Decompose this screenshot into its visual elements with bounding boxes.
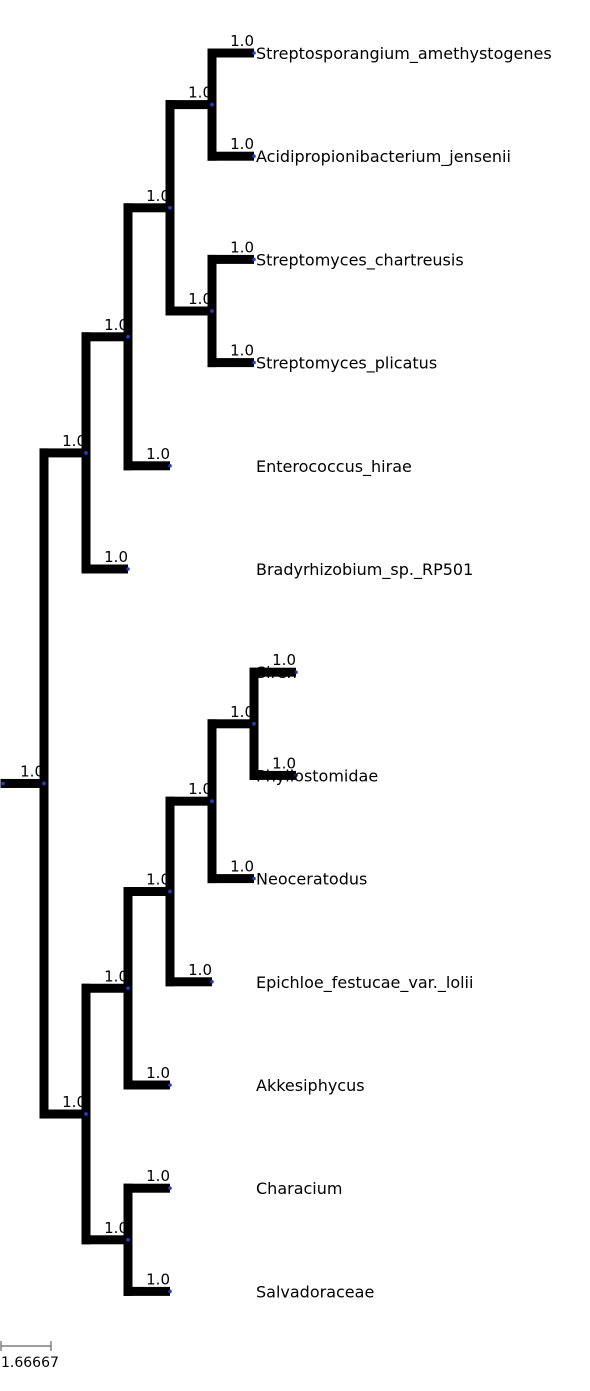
support-value: 1.0 (104, 316, 128, 334)
horizontal-branch (81, 1235, 128, 1245)
taxon-label: Phyllostomidae (256, 766, 378, 785)
node-marker (252, 51, 256, 55)
horizontal-branch (81, 564, 128, 574)
node-marker (126, 567, 130, 571)
horizontal-branch (165, 796, 212, 806)
taxon-label: Streptosporangium_amethystogenes (256, 44, 552, 64)
taxon-label: Enterococcus_hirae (256, 457, 412, 477)
support-value: 1.0 (188, 780, 212, 798)
horizontal-branch (165, 306, 212, 316)
taxon-label: Streptomyces_chartreusis (256, 250, 464, 270)
node-marker (252, 257, 256, 262)
horizontal-branch (249, 770, 296, 780)
horizontal-branch (207, 874, 254, 884)
node-marker (210, 102, 214, 107)
support-value: 1.0 (188, 961, 212, 979)
node-marker (210, 309, 214, 313)
support-value: 1.0 (188, 84, 212, 102)
horizontal-branch (81, 983, 128, 993)
taxon-label: Siren (256, 663, 297, 682)
node-marker (126, 986, 130, 991)
taxon-label: Epichloe_festucae_var._lolii (256, 973, 473, 993)
horizontal-branch (81, 332, 128, 342)
horizontal-branch (123, 887, 170, 896)
support-value: 1.0 (188, 290, 212, 308)
support-value: 1.0 (230, 32, 254, 50)
support-value: 1.0 (272, 754, 296, 772)
node-marker (168, 889, 172, 894)
taxon-label: Characium (256, 1179, 342, 1198)
horizontal-branch (123, 1286, 170, 1296)
support-value: 1.0 (230, 238, 254, 256)
node-marker (252, 722, 256, 726)
horizontal-branch (123, 203, 170, 213)
horizontal-branch (123, 461, 170, 471)
horizontal-branch (123, 1080, 170, 1090)
horizontal-branch (123, 1183, 170, 1193)
node-marker (1, 781, 5, 786)
taxon-label: Akkesiphycus (256, 1076, 365, 1095)
horizontal-branch (165, 100, 212, 110)
support-value: 1.0 (62, 432, 86, 450)
node-marker (168, 1289, 172, 1294)
horizontal-branch (207, 719, 254, 729)
taxon-label: Salvadoraceae (256, 1282, 374, 1301)
taxon-label: Streptomyces_plicatus (256, 354, 437, 374)
node-marker (252, 154, 256, 158)
node-marker (168, 1186, 172, 1190)
node-marker (42, 781, 46, 786)
support-value: 1.0 (230, 135, 254, 153)
node-marker (210, 799, 214, 803)
node-marker (168, 464, 172, 468)
node-marker (126, 335, 130, 339)
support-labels: 1.0 1.0 1.0 1.0 1.0 1.0 1.0 1.0 1.0 1.0 1.0 1.0 1.0 1… (20, 32, 296, 1288)
support-value: 1.0 (146, 187, 170, 205)
support-value: 1.0 (230, 703, 254, 721)
node-marker (252, 360, 256, 365)
scale-bar: 1.66667 (0, 1341, 59, 1371)
taxon-label: Bradyrhizobium_sp._RP501 (256, 560, 473, 580)
support-value: 1.0 (62, 1093, 86, 1111)
node-marker (126, 1238, 130, 1242)
support-value: 1.0 (272, 651, 296, 669)
node-marker (168, 206, 172, 210)
support-value: 1.0 (146, 445, 170, 463)
horizontal-branch (207, 358, 254, 368)
horizontal-branch (0, 778, 44, 788)
node-marker (84, 1112, 88, 1116)
tree-node-markers (1, 51, 298, 1294)
node-marker (168, 1083, 172, 1087)
horizontal-branch (207, 151, 254, 161)
support-value: 1.0 (146, 1167, 170, 1185)
node-marker (294, 670, 298, 674)
support-value: 1.0 (230, 858, 254, 876)
tree-branches (0, 48, 296, 1296)
taxon-label: Neoceratodus (256, 870, 367, 889)
support-value: 1.0 (104, 1219, 128, 1237)
taxon-labels: Streptosporangium_amethystogenes Acidipro… (256, 44, 552, 1301)
horizontal-branch (207, 254, 254, 264)
taxon-label: Acidipropionibacterium_jensenii (256, 147, 511, 167)
horizontal-branch (39, 448, 86, 458)
horizontal-branch (165, 977, 212, 987)
support-value: 1.0 (146, 871, 170, 889)
node-marker (252, 876, 256, 881)
scale-bar-label: 1.66667 (1, 1355, 59, 1371)
support-value: 1.0 (20, 762, 44, 780)
support-value: 1.0 (104, 548, 128, 566)
node-marker (294, 773, 298, 778)
node-marker (210, 980, 214, 984)
support-value: 1.0 (230, 342, 254, 360)
horizontal-branch (249, 667, 296, 677)
support-value: 1.0 (146, 1270, 170, 1288)
horizontal-branch (39, 1109, 86, 1119)
horizontal-branch (207, 48, 254, 58)
support-value: 1.0 (146, 1064, 170, 1082)
node-marker (84, 451, 88, 455)
support-value: 1.0 (104, 967, 128, 985)
